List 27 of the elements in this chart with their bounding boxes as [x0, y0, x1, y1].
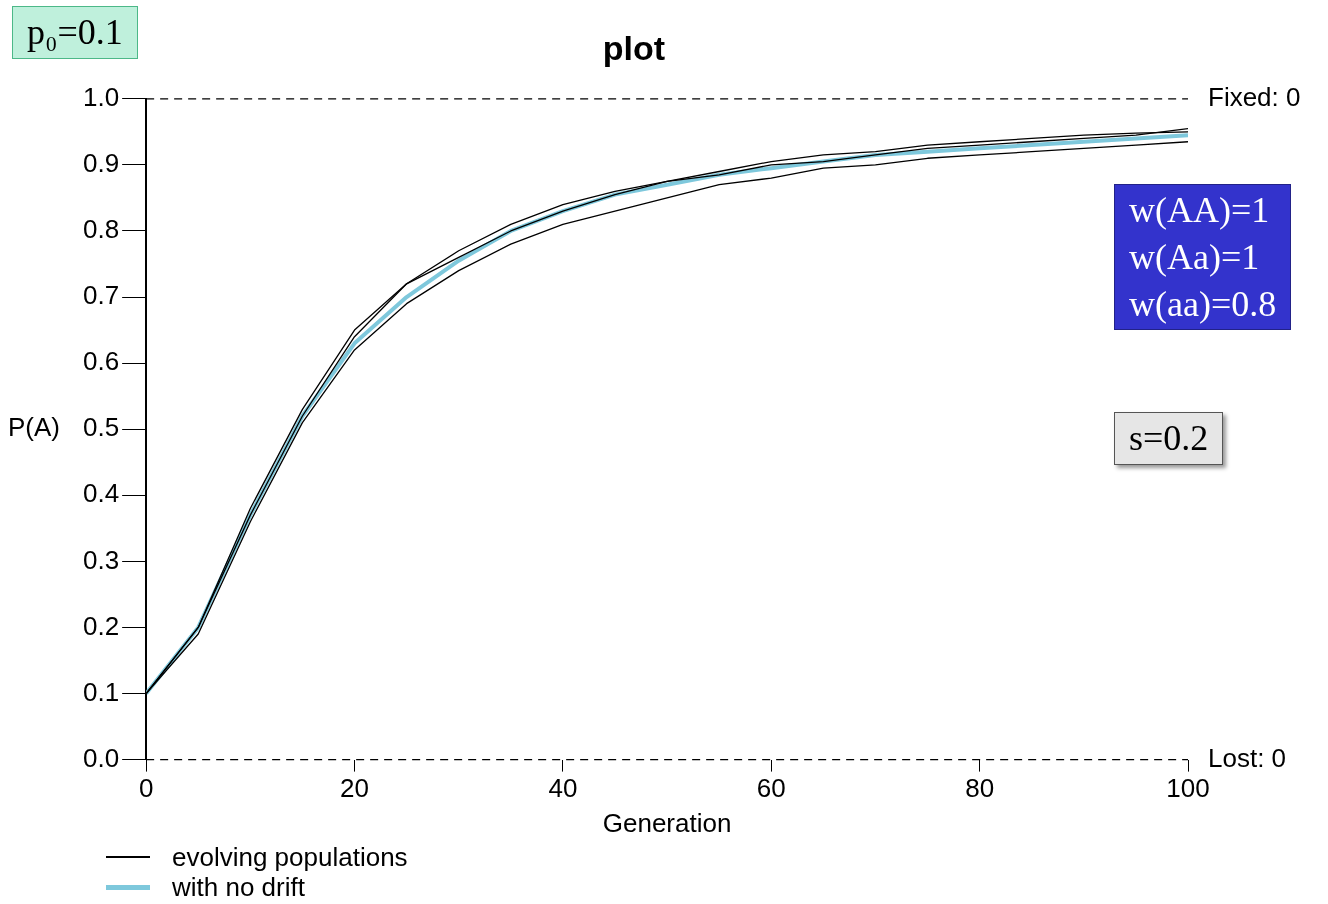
y-tick-label: 1.0: [82, 81, 120, 112]
y-tick-label: 0.1: [82, 676, 120, 707]
x-tick-label: 0: [138, 773, 154, 804]
y-tick-label: 0.2: [82, 610, 120, 641]
y-tick-label: 0.3: [82, 544, 120, 575]
y-tick-label: 0.0: [82, 742, 120, 773]
annotation: s=0.2: [1114, 412, 1224, 465]
x-axis-title: Generation: [602, 807, 732, 838]
y-tick-label: 0.7: [82, 280, 120, 311]
x-tick-label: 40: [548, 773, 578, 804]
y-tick-label: 0.9: [82, 148, 120, 179]
annotation: Lost: 0: [1208, 742, 1287, 773]
y-tick-label: 0.5: [82, 412, 120, 443]
annotation: Fixed: 0: [1208, 81, 1301, 112]
legend-label: evolving populations: [172, 842, 408, 872]
x-tick-label: 60: [756, 773, 786, 804]
text: p₀=0.1: [12, 6, 138, 59]
y-tick-label: 0.8: [82, 214, 120, 245]
x-tick-label: 20: [340, 773, 369, 804]
y-tick-label: 0.6: [82, 346, 120, 377]
x-tick-label: 100: [1166, 773, 1210, 804]
annotation: w(AA)=1 w(Aa)=1 w(aa)=0.8: [1114, 184, 1292, 331]
y-tick-label: 0.4: [82, 478, 120, 509]
chart-title: plot: [602, 28, 666, 67]
y-axis-title: P(A): [8, 412, 60, 443]
legend-label: with no drift: [172, 872, 305, 902]
x-tick-label: 80: [965, 773, 995, 804]
